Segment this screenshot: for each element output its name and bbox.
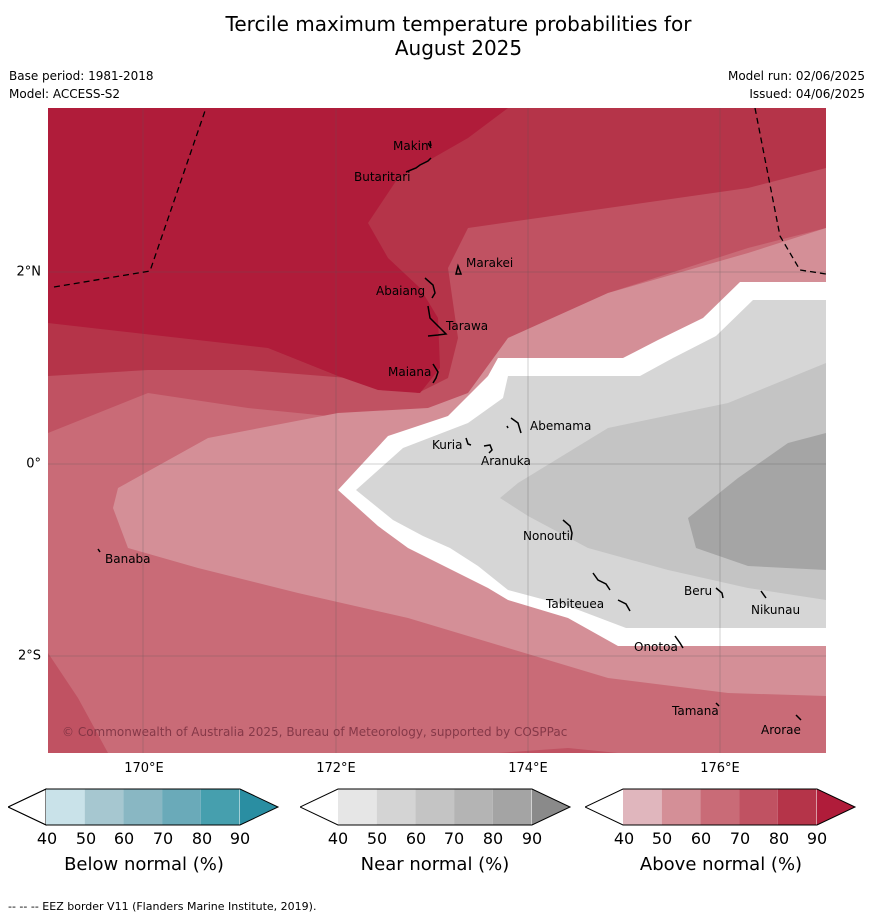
tick-near-40: 40 [327,829,349,848]
label-maiana: Maiana [388,365,431,379]
title-line-2: August 2025 [394,36,523,60]
tick-below-60: 60 [113,829,135,848]
copyright: © Commonwealth of Australia 2025, Bureau… [62,725,567,739]
tick-below-40: 40 [36,829,58,848]
label-tabiteuea: Tabiteuea [545,597,604,611]
cb-above-3 [739,789,778,825]
tick-below-50: 50 [75,829,97,848]
tick-near-50: 50 [366,829,388,848]
cb-near-3 [454,789,493,825]
model-name: Model: ACCESS-S2 [9,87,121,101]
base-period: Base period: 1981-2018 [9,69,154,83]
map-title: Tercile maximum temperature probabilitie… [0,12,873,60]
label-arorae: Arorae [761,723,801,737]
island-outlines [97,140,802,721]
cb-above-0 [623,789,662,825]
tick-above-50: 50 [651,829,673,848]
lat-label-2n: 2°N [16,264,42,280]
region-above-90 [48,108,508,393]
eez-border [53,108,826,288]
label-tamana: Tamana [671,704,719,718]
probability-map: Makin Butaritari Marakei Abaiang Tarawa … [48,108,826,753]
tick-above-40: 40 [613,829,635,848]
lon-label-170: 170°E [124,761,164,776]
cb-near-2 [415,789,455,825]
label-nonouti: Nonouti [523,529,570,543]
cb-above-2 [700,789,740,825]
colorbar-above-normal [585,788,857,826]
label-abemama: Abemama [530,419,591,433]
lon-label-172: 172°E [316,761,356,776]
colorbar-title-below: Below normal (%) [64,854,224,875]
cb-below-4 [200,789,240,825]
cb-near-0 [338,789,377,825]
tick-near-80: 80 [482,829,504,848]
issued-date: Issued: 04/06/2025 [749,87,865,101]
tick-near-90: 90 [521,829,543,848]
cb-below-1 [84,789,124,825]
label-makin: Makin [393,139,429,153]
cb-above-4 [777,789,817,825]
tick-near-60: 60 [405,829,427,848]
model-run: Model run: 02/06/2025 [727,69,865,83]
title-line-1: Tercile maximum temperature probabilitie… [225,12,692,36]
label-onotoa: Onotoa [634,640,678,654]
label-aranuka: Aranuka [481,454,531,468]
cb-below-3 [162,789,201,825]
tick-below-70: 70 [152,829,174,848]
tick-above-80: 80 [768,829,790,848]
lat-label-0: 0° [26,456,41,472]
lat-label-2s: 2°S [17,648,41,664]
label-nikunau: Nikunau [751,603,800,617]
graticule [48,108,826,753]
tick-near-70: 70 [443,829,465,848]
lon-label-174: 174°E [508,761,548,776]
tick-above-70: 70 [729,829,751,848]
colorbar-near-normal [300,788,572,826]
label-kuria: Kuria [432,438,463,452]
cb-below-2 [123,789,163,825]
lon-label-176: 176°E [700,761,740,776]
cb-near-5 [532,789,570,825]
label-tarawa: Tarawa [445,319,488,333]
cb-below-0 [46,789,85,825]
tick-below-80: 80 [191,829,213,848]
cb-below-5 [240,789,278,825]
tick-above-90: 90 [806,829,828,848]
label-banaba: Banaba [105,552,151,566]
tick-above-60: 60 [690,829,712,848]
label-abaiang: Abaiang [376,284,425,298]
label-beru: Beru [684,584,712,598]
colorbar-title-near: Near normal (%) [360,854,510,875]
cb-above-1 [661,789,701,825]
colorbar-below-normal [8,788,280,826]
eez-footnote: -- -- -- EEZ border V11 (Flanders Marine… [8,900,317,913]
cb-near-1 [376,789,416,825]
label-marakei: Marakei [466,256,513,270]
tick-below-90: 90 [229,829,251,848]
region-near-70 [688,433,826,570]
label-butaritari: Butaritari [354,170,411,184]
cb-near-4 [492,789,532,825]
colorbar-title-above: Above normal (%) [639,854,803,875]
cb-above-5 [817,789,855,825]
